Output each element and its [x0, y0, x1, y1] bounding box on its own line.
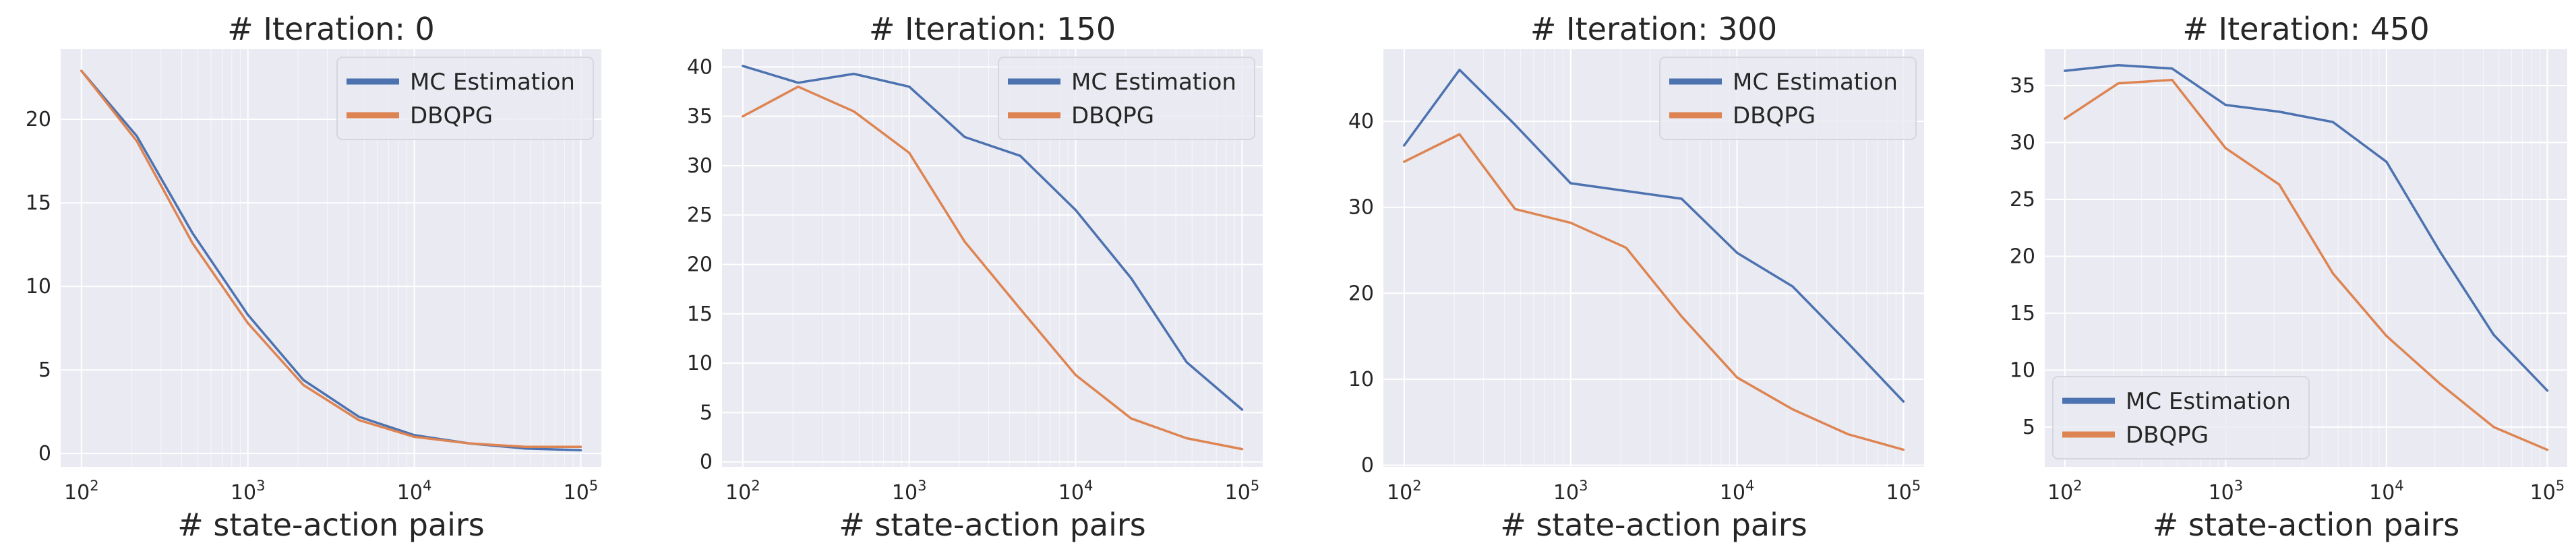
legend-box	[998, 57, 1255, 140]
chart-panel-2: 102 103 104 105 0 10 20 30 40 # Iteration: 300 # s…	[1348, 11, 1924, 543]
chart-panel-0: 102 103 104 105 0 5 10 15 20 # Iteration: 0 # stat…	[26, 11, 601, 543]
chart-title: # Iteration: 300	[1530, 11, 1777, 47]
legend-label: DBQPG	[1071, 102, 1154, 129]
x-tick-label: 102	[64, 478, 99, 505]
legend-label: MC Estimation	[410, 69, 575, 96]
x-tick-label: 103	[231, 478, 266, 505]
x-tick-label: 103	[892, 478, 927, 505]
legend: MC Estimation DBQPG	[2052, 376, 2310, 459]
y-tick-label: 40	[1348, 110, 1374, 133]
x-tick-label: 102	[725, 478, 760, 505]
y-tick-label: 20	[26, 108, 51, 131]
y-tick-label: 15	[687, 302, 713, 326]
legend-label: MC Estimation	[2126, 388, 2291, 415]
legend-label: MC Estimation	[1733, 69, 1898, 96]
y-tick-label: 35	[2010, 74, 2035, 98]
series-line-dbqpg	[1403, 133, 1905, 451]
y-tick-label: 10	[1348, 368, 1374, 391]
y-tick-label: 30	[1348, 196, 1374, 220]
y-tick-label: 0	[38, 442, 51, 466]
y-tick-label: 10	[687, 352, 713, 375]
x-axis-label: # state-action pairs	[1500, 507, 1807, 543]
chart-title: # Iteration: 0	[227, 11, 435, 47]
y-tick-label: 35	[687, 105, 713, 129]
y-tick-label: 20	[687, 253, 713, 277]
legend: MC Estimation DBQPG	[336, 57, 594, 140]
y-tick-label: 5	[700, 401, 713, 424]
legend-label: DBQPG	[1733, 102, 1816, 129]
y-tick-label: 10	[2010, 358, 2035, 382]
legend-label: MC Estimation	[1071, 69, 1236, 96]
x-tick-label: 105	[1886, 478, 1921, 505]
x-tick-label: 104	[397, 478, 432, 505]
legend-box	[1659, 57, 1917, 140]
x-tick-label: 103	[2209, 478, 2244, 505]
y-tick-label: 5	[38, 358, 51, 382]
y-tick-label: 40	[687, 55, 713, 79]
series-line-mc-estimation	[2064, 63, 2549, 392]
x-axis-label: # state-action pairs	[2153, 507, 2460, 543]
legend-box	[336, 57, 594, 140]
y-tick-label: 15	[2010, 302, 2035, 325]
x-tick-label: 104	[1720, 478, 1755, 505]
x-tick-label: 102	[1387, 478, 1422, 505]
y-tick-label: 10	[26, 275, 51, 298]
x-tick-label: 105	[564, 478, 599, 505]
x-tick-label: 102	[2047, 478, 2083, 505]
series-line-mc-estimation	[1403, 68, 1905, 403]
chart-panel-3: 102 103 104 105 5 10 15 20 25 30 35 # Iteration: 45…	[2010, 11, 2567, 543]
y-tick-label: 15	[26, 191, 51, 215]
y-tick-label: 25	[2010, 188, 2035, 212]
series-line-mc-estimation	[742, 65, 1244, 411]
y-tick-label: 30	[2010, 131, 2035, 155]
legend: MC Estimation DBQPG	[998, 57, 1255, 140]
y-tick-label: 30	[687, 154, 713, 178]
y-tick-label: 25	[687, 203, 713, 227]
series-line-dbqpg	[2064, 78, 2549, 451]
x-tick-label: 104	[2369, 478, 2404, 505]
legend-label: DBQPG	[2126, 422, 2209, 449]
chart-title: # Iteration: 450	[2182, 11, 2429, 47]
chart-panel-1: 102 103 104 105 0 5 10 15 20 25 30 35 40 # Iteration:…	[687, 11, 1263, 543]
x-tick-label: 105	[2530, 478, 2565, 505]
legend: MC Estimation DBQPG	[1659, 57, 1917, 140]
y-tick-label: 5	[2023, 416, 2035, 439]
legend-label: DBQPG	[410, 102, 493, 129]
series-line-dbqpg	[742, 85, 1244, 451]
x-tick-label: 103	[1553, 478, 1588, 505]
x-tick-label: 104	[1058, 478, 1094, 505]
legend-box	[2052, 376, 2310, 459]
x-axis-label: # state-action pairs	[839, 507, 1146, 543]
x-tick-label: 105	[1225, 478, 1260, 505]
y-tick-label: 0	[1361, 453, 1374, 477]
y-tick-label: 20	[1348, 282, 1374, 305]
chart-title: # Iteration: 150	[869, 11, 1116, 47]
series-line-dbqpg	[80, 69, 582, 448]
y-tick-label: 0	[700, 451, 713, 474]
y-tick-label: 20	[2010, 245, 2035, 268]
x-axis-label: # state-action pairs	[177, 507, 485, 543]
